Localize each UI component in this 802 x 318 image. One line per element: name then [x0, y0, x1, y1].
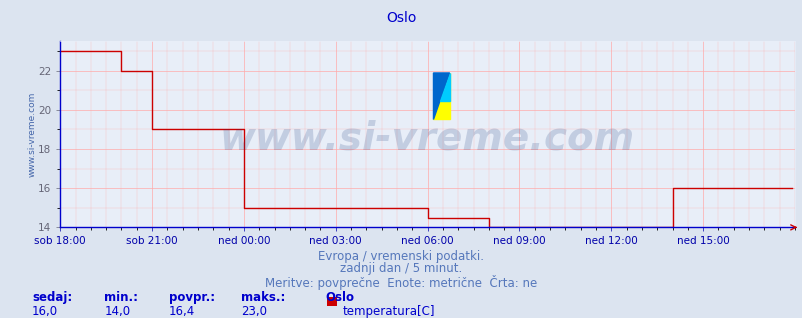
Text: 16,0: 16,0 — [32, 305, 59, 318]
Text: sedaj:: sedaj: — [32, 291, 72, 304]
Text: Evropa / vremenski podatki.: Evropa / vremenski podatki. — [318, 250, 484, 263]
Y-axis label: www.si-vreme.com: www.si-vreme.com — [27, 92, 37, 177]
Text: maks.:: maks.: — [241, 291, 285, 304]
Polygon shape — [433, 73, 449, 120]
Text: Oslo: Oslo — [386, 11, 416, 25]
Text: min.:: min.: — [104, 291, 138, 304]
Text: Oslo: Oslo — [325, 291, 354, 304]
Text: Meritve: povprečne  Enote: metrične  Črta: ne: Meritve: povprečne Enote: metrične Črta:… — [265, 275, 537, 290]
Text: povpr.:: povpr.: — [168, 291, 214, 304]
Text: 16,4: 16,4 — [168, 305, 195, 318]
Text: 23,0: 23,0 — [241, 305, 266, 318]
Text: www.si-vreme.com: www.si-vreme.com — [220, 119, 634, 157]
Text: 14,0: 14,0 — [104, 305, 131, 318]
Text: zadnji dan / 5 minut.: zadnji dan / 5 minut. — [340, 262, 462, 275]
Text: temperatura[C]: temperatura[C] — [342, 305, 435, 318]
Polygon shape — [433, 73, 449, 120]
Polygon shape — [439, 73, 449, 101]
